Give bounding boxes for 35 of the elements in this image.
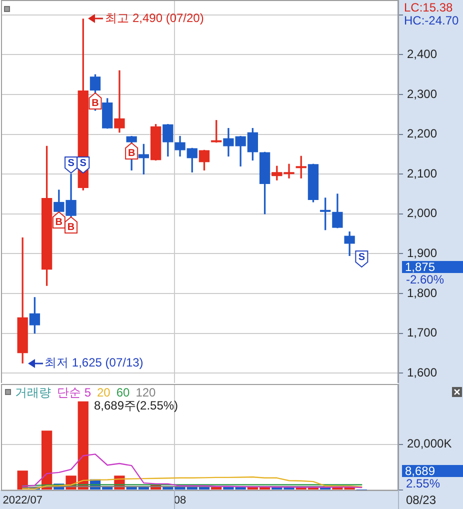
y-tick-label: 20,000K — [407, 436, 452, 451]
text: 60 — [116, 385, 130, 400]
y-tick-label: 1,600 — [407, 365, 438, 380]
annotation: B — [92, 98, 99, 109]
text: 8,689 — [405, 464, 436, 478]
text: 2.55% — [406, 476, 440, 490]
y-tick-label: 1,900 — [407, 246, 438, 260]
annotation: B — [67, 222, 75, 233]
annotation: 최고 2,490 (07/20) — [105, 11, 204, 26]
x-tick-label: 2022/07 — [2, 494, 42, 507]
text: 8,689주(2.55%) — [94, 398, 178, 412]
y-tick-label: 1,800 — [407, 286, 438, 300]
bar — [41, 430, 52, 490]
y-tick-label: 2,300 — [407, 86, 438, 101]
annotation: S — [358, 252, 366, 263]
y-tick-label: 2,000 — [407, 206, 438, 220]
text: LC:15.38 — [404, 0, 454, 14]
annotation: B — [55, 216, 63, 228]
y-tick-label: 2,400 — [407, 47, 438, 62]
annotation: S — [80, 158, 87, 169]
annotation: B — [128, 148, 136, 159]
annotation: S — [68, 158, 75, 169]
annotation: 최저 1,625 (07/13) — [44, 355, 144, 370]
text: HC:-24.70 — [404, 13, 460, 28]
candlestick — [114, 70, 125, 133]
text: 1,875 — [405, 260, 436, 274]
text: 거래량 — [15, 385, 51, 400]
text: -2.60% — [406, 272, 444, 286]
y-tick-label: 2,100 — [407, 166, 438, 180]
text: 08/23 — [406, 492, 436, 507]
y-tick-label: 2,200 — [407, 126, 438, 141]
text: 단순 5 — [57, 385, 92, 400]
text: 20 — [97, 385, 111, 400]
text: 120 — [136, 385, 156, 400]
y-tick-label: 1,700 — [407, 326, 438, 340]
